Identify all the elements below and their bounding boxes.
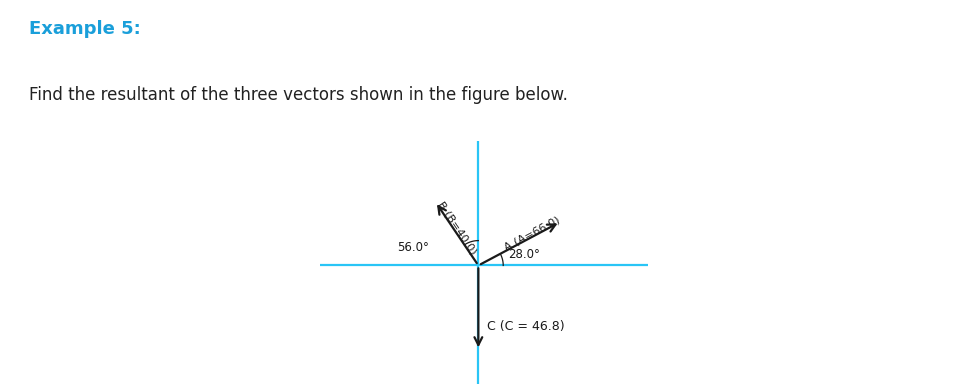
Text: 28.0°: 28.0° [508, 248, 539, 261]
Text: 56.0°: 56.0° [397, 241, 429, 254]
Text: B (B=40.0): B (B=40.0) [436, 200, 478, 257]
Text: A (A=66.0): A (A=66.0) [502, 215, 561, 253]
Text: Example 5:: Example 5: [29, 20, 140, 38]
Text: Find the resultant of the three vectors shown in the figure below.: Find the resultant of the three vectors … [29, 86, 568, 104]
Text: C (C = 46.8): C (C = 46.8) [488, 320, 565, 333]
